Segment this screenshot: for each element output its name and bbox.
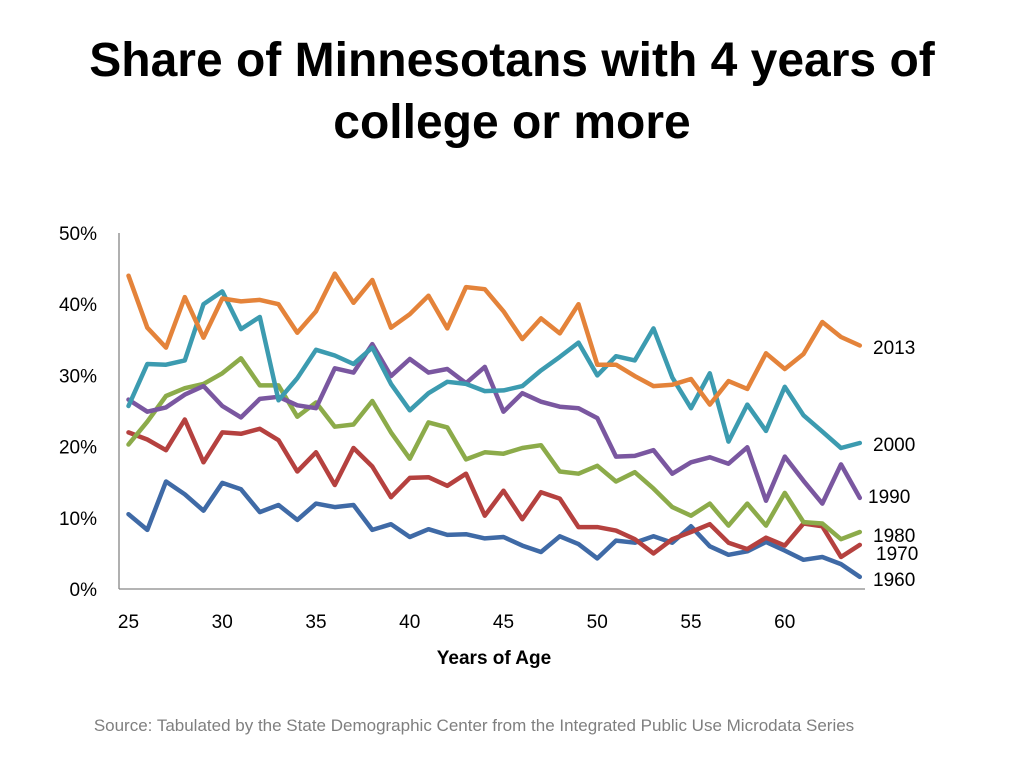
- series-label-1970: 1970: [876, 544, 918, 565]
- series-line-1960: [126, 479, 863, 580]
- x-tick-label: 30: [212, 612, 233, 633]
- series-label-1990: 1990: [868, 487, 910, 508]
- series-line-1990: [126, 341, 863, 506]
- x-tick-label: 45: [493, 612, 514, 633]
- series-label-2013: 2013: [873, 338, 915, 359]
- source-note: Source: Tabulated by the State Demograph…: [93, 716, 855, 735]
- x-tick-label: 55: [680, 612, 701, 633]
- y-tick-label: 0%: [70, 580, 98, 601]
- chart-title: Share of Minnesotans with 4 years of col…: [0, 30, 1024, 154]
- series-label-2000: 2000: [873, 435, 915, 456]
- y-tick-label: 10%: [59, 509, 97, 530]
- x-axis-title: Years of Age: [437, 648, 551, 669]
- chart-series: [126, 271, 863, 580]
- y-tick-label: 50%: [59, 224, 97, 245]
- x-tick-label: 60: [774, 612, 795, 633]
- x-tick-label: 35: [305, 612, 326, 633]
- y-tick-label: 20%: [59, 438, 97, 459]
- series-label-1980: 1980: [873, 526, 915, 547]
- x-tick-label: 40: [399, 612, 420, 633]
- y-tick-label: 30%: [59, 366, 97, 387]
- series-label-1960: 1960: [873, 570, 915, 591]
- series-line-1970: [126, 417, 863, 560]
- chart-title-line-1: Share of Minnesotans with 4 years of: [89, 34, 935, 87]
- x-tick-label: 25: [118, 612, 139, 633]
- chart-title-line-2: college or more: [333, 96, 691, 149]
- y-tick-label: 40%: [59, 295, 97, 316]
- series-line-2013: [126, 271, 863, 407]
- chart-axes: 0% 10% 20% 30% 40% 50% 25 30 35 40 45 50 55 60: [59, 224, 865, 633]
- series-line-1980: [126, 356, 863, 542]
- x-tick-label: 50: [587, 612, 608, 633]
- series-line-2000: [126, 289, 863, 451]
